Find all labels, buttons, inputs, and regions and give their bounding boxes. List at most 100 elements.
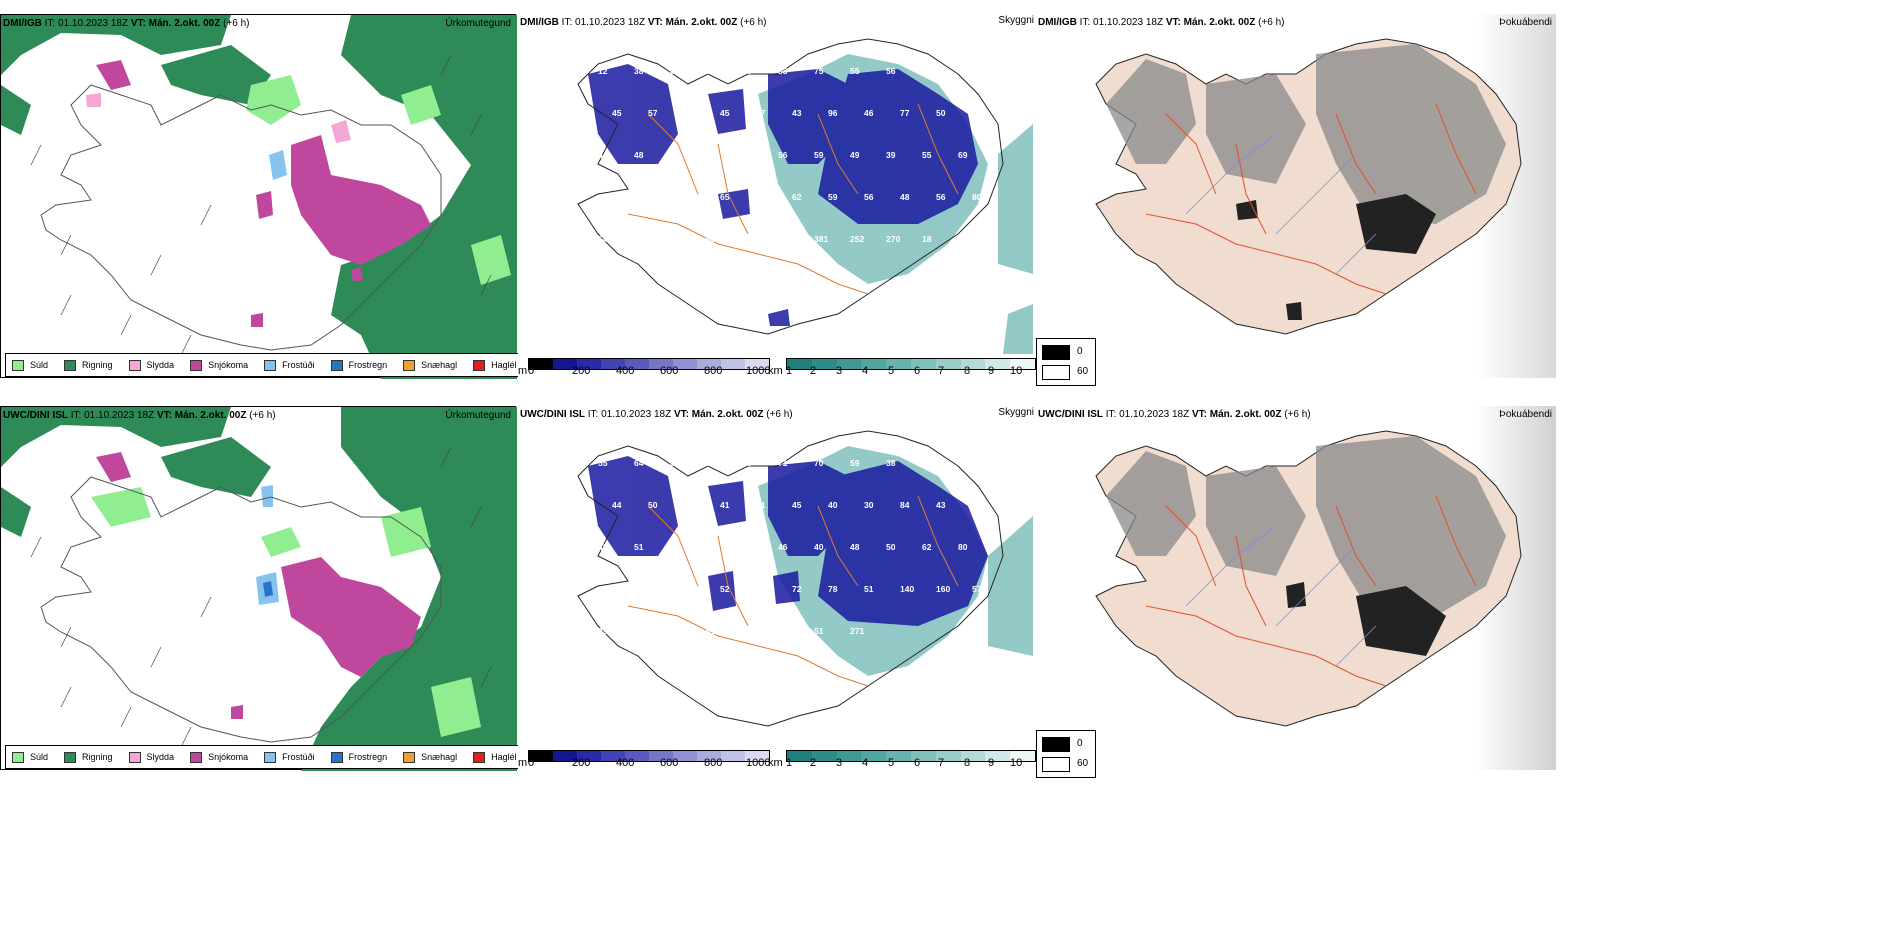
cloud-value-label: 50 [886,542,896,552]
cloud-value-label: 45 [792,500,802,510]
cloud-map-2: 55 64 56 56 66 71 70 59 38 56 54 44 50 80 41 61 45 40 30 84… [577,430,1033,727]
cloud-value-label: 30 [864,500,874,510]
snow-area [96,452,421,719]
precip-panel-1: DMI/IGB IT: 01.10.2023 18Z VT: Mán. 2.ok… [0,14,540,379]
cloud-value-label: 80 [958,542,968,552]
visibility-tick: 7 [938,365,945,377]
visibility-tick: 3 [836,757,843,769]
model-name: DMI/IGB [520,17,559,28]
fog-dark [1236,194,1436,320]
cloud-value-label: 64 [670,66,680,76]
fog-map-2 [1095,406,1556,770]
cloud-value-label: 73 [612,584,622,594]
legend-item: Slydda [128,751,174,763]
visibility-colorbar [786,750,1036,762]
fog-gray [1106,436,1506,616]
legend-item: Snæhagl [403,751,457,763]
roads [1145,495,1477,687]
cloud-value-label: 38 [886,458,896,468]
cloud-value-label: 18 [922,234,932,244]
legend-item: Snjókoma [190,359,248,371]
cloud-value-label: 381 [814,234,828,244]
lead-time: (+6 h) [223,18,250,29]
cloud-value-label: 79 [684,584,694,594]
cloud-value-label: 86 [778,626,788,636]
legend-swatch [330,751,343,763]
drizzle-area [246,75,511,285]
legend-item: Snjókoma [190,751,249,763]
cloud-value-label: 55 [598,458,608,468]
cloud-value-label: 59 [850,458,860,468]
cloud-value-label: 86 [648,584,658,594]
legend-swatch [403,359,416,371]
fog-legend-value: 0 [1077,738,1083,749]
roads [1145,103,1477,295]
cloud-value-label: 56 [778,150,788,160]
cloud-value-label: 61 [706,66,716,76]
visibility-tick: 4 [862,365,869,377]
cloud-value-label: 62 [670,234,680,244]
legend-label: Snjókoma [208,752,249,762]
cloud-value-label: 58 [756,584,766,594]
cloud-value-label: 52 [972,500,982,510]
visibility-tick: 3 [836,365,843,377]
lead-time: (+6 h) [766,409,793,420]
fog-legend-white [1042,757,1070,772]
cloud-value-label: 56 [706,458,716,468]
height-tick: 800 [704,757,723,769]
cloud-value-label: 37 [684,108,694,118]
iceland-outline [40,84,442,351]
cloud-value-label: 270 [886,234,900,244]
cloud-value-label: 58 [922,66,932,76]
cloud-value-label: 62 [792,192,802,202]
cloud-value-label: 45 [612,108,622,118]
precip-legend-1: Súld Rigning Slydda Snjókoma Frostúði Fr… [5,353,540,377]
legend-item: Haglél [473,751,517,763]
cloud-value-label: 51 [670,542,680,552]
visibility-tick: 5 [888,757,895,769]
visibility-tick: 2 [810,757,817,769]
legend-item: Haglél [473,359,517,371]
fog-map-1 [1095,14,1556,378]
legend-item: Frostregn [330,751,387,763]
freezing-rain-area [263,581,273,597]
cloud-value-label: 61 [756,500,766,510]
cloud-value-label: 56 [670,458,680,468]
height-tick: 800 [704,365,723,377]
legend-label: Snæhagl [421,360,458,370]
cloud-blue-area [588,64,978,326]
visibility-unit: km [768,365,783,377]
cloud-value-label: 84 [900,500,910,510]
sleet-area [86,93,351,143]
fog-panel-2: UWC/DINI ISL IT: 01.10.2023 18Z VT: Mán.… [1036,406,1556,778]
legend-label: Slydda [146,360,175,370]
cloud-value-label: 64 [634,458,644,468]
legend-swatch [264,751,277,763]
cloud-value-label: 271 [850,626,864,636]
height-tick: 0 [528,757,535,769]
freezing-drizzle-area [269,150,287,180]
legend-swatch [190,751,203,763]
rivers [1185,133,1377,275]
cloud-value-label: 58 [778,66,788,76]
model-name: UWC/DINI ISL [1038,409,1103,420]
legend-label: Frostúði [282,360,315,370]
cloud-panel-label: Skyggni [998,15,1034,26]
roads [627,103,959,295]
legend-label: Haglél [491,752,517,762]
legend-swatch [473,359,486,371]
height-unit: m [518,757,528,769]
cloud-value-label: 80 [972,192,982,202]
iceland-outline [40,476,442,743]
cloud-value-label: 57 [972,584,982,594]
legend-swatch [64,359,77,371]
init-time: IT: 01.10.2023 18Z [70,410,155,421]
cloud-value-label: 51 [634,542,644,552]
fog-gray [1106,44,1506,224]
cloud-value-label: 50 [648,500,658,510]
height-tick: 0 [528,365,535,377]
cloud-value-label: 38 [634,66,644,76]
roads [627,495,959,687]
visibility-tick: 2 [810,365,817,377]
cloud-value-label: 231 [670,626,684,636]
